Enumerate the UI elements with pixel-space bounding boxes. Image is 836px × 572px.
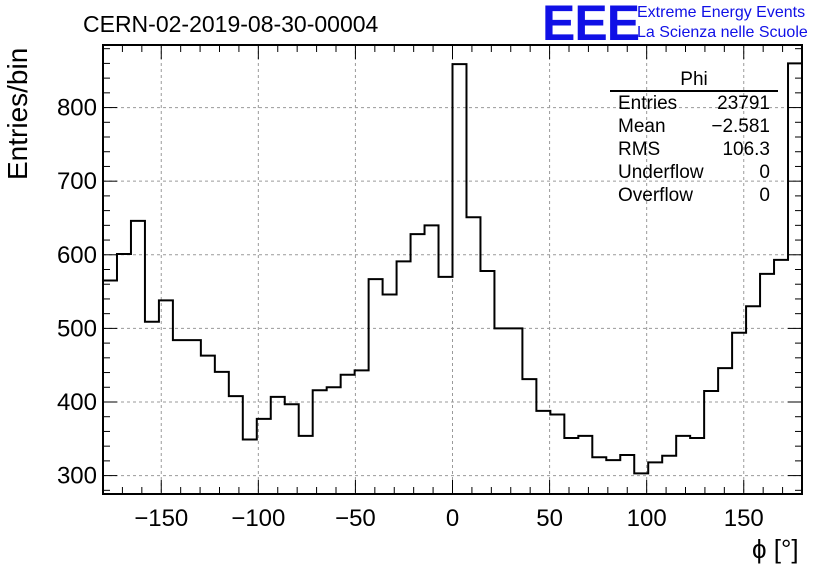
histogram-bin <box>425 225 439 494</box>
histogram-bin <box>774 260 788 494</box>
x-tick-label: −150 <box>134 505 188 532</box>
x-tick-label: 0 <box>446 505 459 532</box>
stats-label: Mean <box>618 116 666 137</box>
histogram-bin <box>732 333 746 494</box>
histogram-bin <box>131 221 145 494</box>
histogram-bin <box>620 455 634 494</box>
histogram-bin <box>383 295 397 494</box>
histogram-bin <box>243 440 257 494</box>
stats-value: 0 <box>759 185 770 206</box>
histogram-bin <box>564 438 578 494</box>
stats-row-mean: Mean −2.581 <box>610 115 778 138</box>
stats-label: Underflow <box>618 162 704 183</box>
histogram-bin <box>453 64 467 494</box>
stats-row-overflow: Overflow 0 <box>610 184 778 207</box>
y-tick-label: 700 <box>57 168 97 195</box>
histogram-bin <box>788 63 802 494</box>
x-tick-label: −100 <box>231 505 285 532</box>
histogram-bin <box>676 436 690 494</box>
x-tick-label: −50 <box>335 505 376 532</box>
histogram-bin <box>606 460 620 494</box>
y-tick-label: 800 <box>57 95 97 122</box>
stats-row-underflow: Underflow 0 <box>610 161 778 184</box>
stats-label: Overflow <box>618 185 693 206</box>
histogram-bin <box>466 217 480 494</box>
histogram-bin <box>690 438 704 494</box>
histogram-bin <box>634 473 648 494</box>
tick-labels: −150 −100 −50 0 50 100 150 300 400 500 600 700 800 <box>57 95 764 532</box>
stats-label: Entries <box>618 93 678 114</box>
histogram-bin <box>341 375 355 494</box>
histogram-bin <box>648 462 662 494</box>
histogram-bin <box>411 234 425 494</box>
stats-value: 23791 <box>717 93 770 114</box>
histogram-bin <box>355 370 369 494</box>
histogram-bin <box>494 328 508 494</box>
histogram-bin <box>704 391 718 494</box>
histogram-bin <box>229 396 243 494</box>
histogram-bin <box>550 415 564 494</box>
y-tick-label: 500 <box>57 315 97 342</box>
histogram-bin <box>117 254 131 494</box>
histogram-bin <box>397 261 411 494</box>
histogram-bin <box>592 457 606 494</box>
eee-logo: EEE <box>542 0 640 51</box>
histogram-bin <box>257 419 271 494</box>
y-tick-label: 300 <box>57 463 97 490</box>
histogram-bin <box>522 379 536 494</box>
histogram-bin <box>103 281 117 494</box>
histogram-bin <box>536 411 550 494</box>
x-tick-label: 50 <box>536 505 563 532</box>
histogram-bin <box>313 390 327 494</box>
chart-title: CERN-02-2019-08-30-00004 <box>83 11 379 37</box>
histogram-bin <box>187 340 201 494</box>
histogram-line <box>103 62 802 475</box>
histogram-bin <box>508 328 522 494</box>
axis-ticks <box>102 45 803 494</box>
y-axis-label: Entries/bin <box>2 47 33 180</box>
y-tick-label: 400 <box>57 389 97 416</box>
histogram-bin <box>578 436 592 494</box>
histogram-bin <box>159 300 173 494</box>
stats-row-rms: RMS 106.3 <box>610 138 778 161</box>
stats-value: −2.581 <box>711 116 770 137</box>
x-tick-label: 150 <box>724 505 764 532</box>
stats-title: Phi <box>610 70 778 92</box>
histogram-bin <box>173 340 187 494</box>
x-tick-label: 100 <box>627 505 667 532</box>
x-axis-label: ϕ [°] <box>752 534 799 564</box>
histogram-bin <box>271 397 285 494</box>
stats-box: Phi Entries 23791 Mean −2.581 RMS 106.3 … <box>610 70 778 207</box>
stats-value: 0 <box>759 162 770 183</box>
stats-value: 106.3 <box>722 139 770 160</box>
histogram-bin <box>285 404 299 494</box>
histogram-bin <box>718 368 732 494</box>
histogram-bin <box>480 271 494 494</box>
histogram-bin <box>369 279 383 494</box>
stats-label: RMS <box>618 139 661 160</box>
stats-row-entries: Entries 23791 <box>610 92 778 115</box>
logo-line-2: La Scienza nelle Scuole <box>637 24 808 41</box>
y-tick-label: 600 <box>57 242 97 269</box>
histogram-bin <box>746 306 760 494</box>
histogram-bin <box>145 322 159 494</box>
logo-line-1: Extreme Energy Events <box>637 4 806 21</box>
histogram-bin <box>327 387 341 494</box>
histogram-bin <box>439 277 453 494</box>
histogram-bin <box>760 274 774 494</box>
histogram-bin <box>201 356 215 494</box>
histogram-bin <box>215 372 229 494</box>
histogram-bin <box>662 456 676 494</box>
histogram-bin <box>299 436 313 494</box>
